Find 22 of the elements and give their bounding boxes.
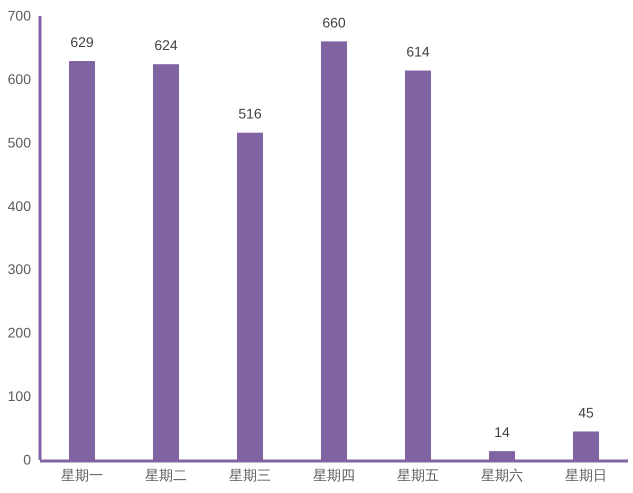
x-tick-label: 星期一 [61,466,103,483]
data-label: 614 [406,44,430,60]
y-tick-label: 300 [8,261,32,278]
data-label: 624 [154,37,178,54]
y-tick-label: 700 [8,7,32,24]
y-tick-label: 400 [8,198,32,214]
x-tick-label: 星期三 [229,466,271,483]
x-tick-label: 星期二 [145,466,187,483]
data-label: 45 [578,404,594,420]
data-label: 629 [70,34,94,50]
data-label: 660 [322,14,346,30]
y-tick-label: 500 [8,134,32,150]
x-tick-label: 星期四 [313,466,355,483]
y-tick-label: 0 [23,451,32,468]
y-tick-label: 100 [8,388,32,404]
data-label: 14 [494,424,510,440]
x-tick-label: 星期六 [481,466,523,483]
y-tick-label: 600 [8,70,32,87]
y-tick-label: 200 [8,324,32,341]
x-tick-label: 星期日 [565,466,607,483]
x-tick-label: 星期五 [397,466,439,483]
data-label: 516 [238,106,262,122]
